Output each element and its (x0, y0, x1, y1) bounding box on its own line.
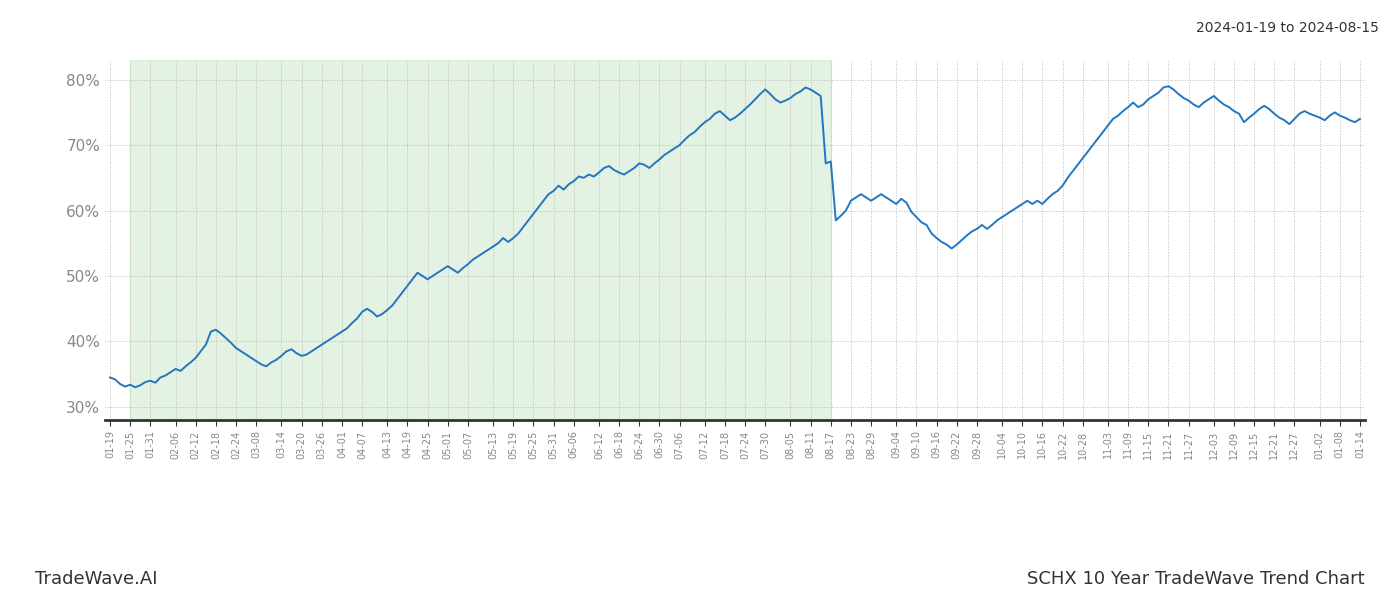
Text: 2024-01-19 to 2024-08-15: 2024-01-19 to 2024-08-15 (1196, 21, 1379, 35)
Text: TradeWave.AI: TradeWave.AI (35, 570, 157, 588)
Text: SCHX 10 Year TradeWave Trend Chart: SCHX 10 Year TradeWave Trend Chart (1028, 570, 1365, 588)
Bar (130, 60, 830, 420)
